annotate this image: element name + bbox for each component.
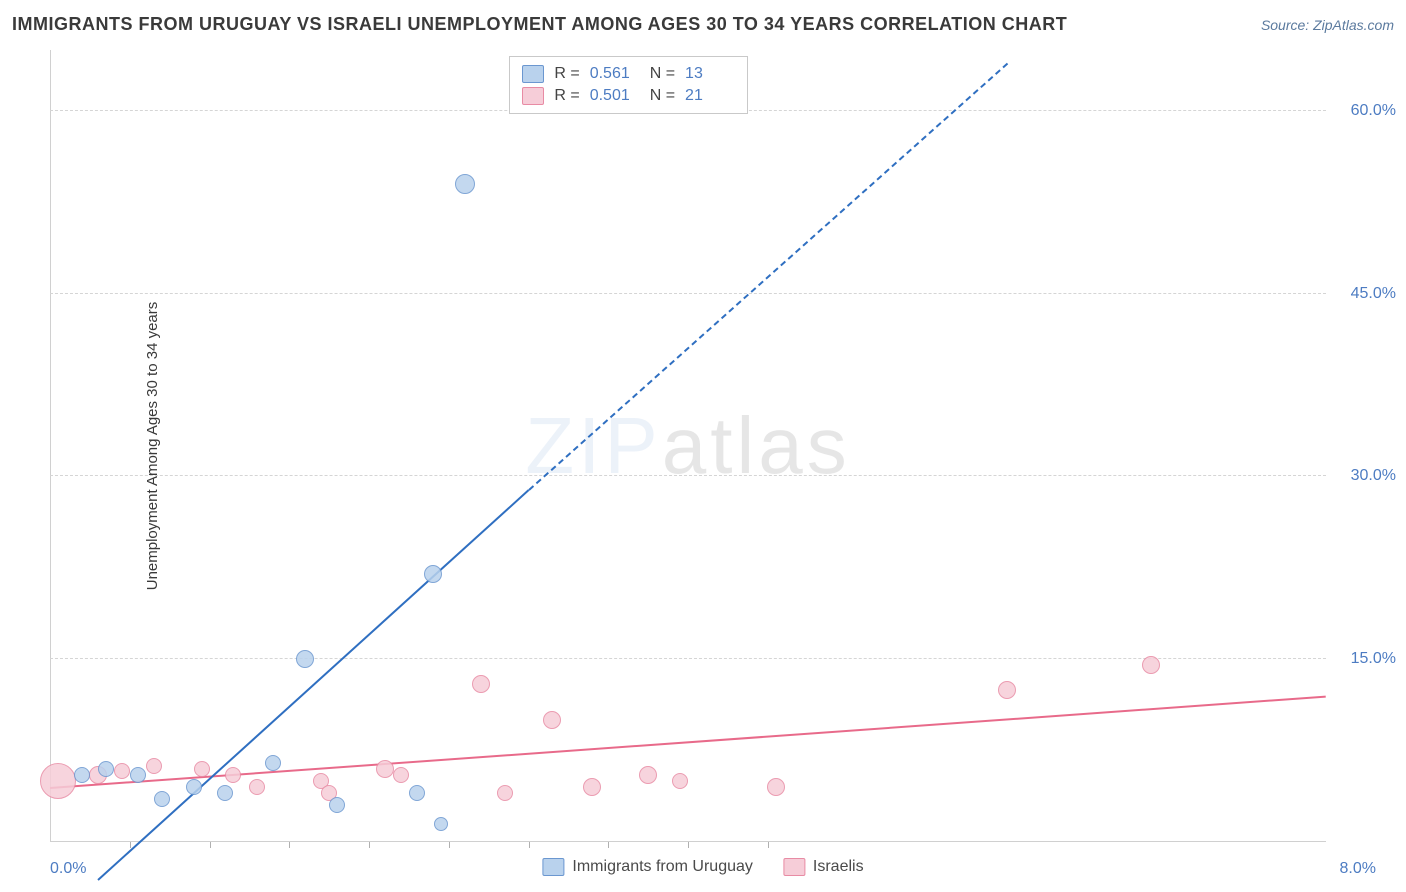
legend-swatch	[522, 87, 544, 105]
x-axis-max-label: 8.0%	[1340, 860, 1376, 878]
legend-label: Immigrants from Uruguay	[572, 858, 753, 876]
data-point	[409, 785, 425, 801]
legend-stats-row: R = 0.501 N = 21	[522, 85, 735, 107]
x-tick-mark	[289, 842, 290, 848]
legend-r-label: R =	[554, 87, 579, 105]
y-axis-line	[50, 50, 51, 842]
y-tick-label: 30.0%	[1336, 467, 1396, 485]
legend-r-value: 0.561	[590, 65, 640, 83]
y-tick-label: 45.0%	[1336, 285, 1396, 303]
chart-title: IMMIGRANTS FROM URUGUAY VS ISRAELI UNEMP…	[12, 14, 1067, 35]
data-point	[217, 785, 233, 801]
data-point	[767, 778, 785, 796]
data-point	[639, 766, 657, 784]
data-point	[74, 767, 90, 783]
data-point	[998, 681, 1016, 699]
data-point	[583, 778, 601, 796]
chart-source: Source: ZipAtlas.com	[1261, 17, 1394, 33]
chart-plot-area: ZIPatlas 15.0%30.0%45.0%60.0%R =0.561N =…	[50, 50, 1326, 842]
plot-surface: ZIPatlas 15.0%30.0%45.0%60.0%R =0.561N =…	[50, 50, 1326, 842]
legend-n-value: 21	[685, 87, 735, 105]
legend-r-value: 0.501	[590, 87, 640, 105]
data-point	[98, 761, 114, 777]
data-point	[225, 767, 241, 783]
y-tick-label: 60.0%	[1336, 102, 1396, 120]
legend-swatch	[522, 65, 544, 83]
legend-n-label: N =	[650, 87, 675, 105]
trend-line	[97, 489, 529, 880]
chart-header: IMMIGRANTS FROM URUGUAY VS ISRAELI UNEMP…	[12, 14, 1394, 35]
data-point	[186, 779, 202, 795]
legend-stats-row: R = 0.561 N = 13	[522, 63, 735, 85]
data-point	[154, 791, 170, 807]
legend-n-value: 13	[685, 65, 735, 83]
data-point	[497, 785, 513, 801]
data-point	[146, 758, 162, 774]
data-point	[249, 779, 265, 795]
legend-item: Immigrants from Uruguay	[542, 858, 753, 876]
data-point	[1142, 656, 1160, 674]
watermark: ZIPatlas	[525, 400, 850, 492]
x-tick-mark	[210, 842, 211, 848]
legend-swatch	[783, 858, 805, 876]
data-point	[296, 650, 314, 668]
legend-bottom: Immigrants from Uruguay Israelis	[542, 858, 863, 876]
gridline-h	[50, 293, 1326, 294]
data-point	[194, 761, 210, 777]
x-tick-mark	[688, 842, 689, 848]
legend-n-label: N =	[650, 65, 675, 83]
data-point	[114, 763, 130, 779]
y-tick-label: 15.0%	[1336, 650, 1396, 668]
legend-stats: R = 0.561 N = 13 R = 0.501 N = 21	[509, 56, 748, 114]
data-point	[130, 767, 146, 783]
legend-label: Israelis	[813, 858, 864, 876]
data-point	[393, 767, 409, 783]
data-point	[455, 174, 475, 194]
data-point	[424, 565, 442, 583]
legend-item: Israelis	[783, 858, 864, 876]
watermark-zip: ZIP	[525, 401, 661, 490]
data-point	[543, 711, 561, 729]
data-point	[672, 773, 688, 789]
data-point	[376, 760, 394, 778]
x-tick-mark	[768, 842, 769, 848]
data-point	[265, 755, 281, 771]
x-tick-mark	[608, 842, 609, 848]
legend-swatch	[542, 858, 564, 876]
watermark-atlas: atlas	[662, 401, 851, 490]
data-point	[472, 675, 490, 693]
x-tick-mark	[369, 842, 370, 848]
data-point	[329, 797, 345, 813]
legend-r-label: R =	[554, 65, 579, 83]
gridline-h	[50, 475, 1326, 476]
x-tick-mark	[130, 842, 131, 848]
data-point	[40, 763, 76, 799]
data-point	[434, 817, 448, 831]
x-axis-origin-label: 0.0%	[50, 860, 86, 878]
x-tick-mark	[449, 842, 450, 848]
x-tick-mark	[529, 842, 530, 848]
trend-line	[528, 62, 1008, 490]
gridline-h	[50, 658, 1326, 659]
